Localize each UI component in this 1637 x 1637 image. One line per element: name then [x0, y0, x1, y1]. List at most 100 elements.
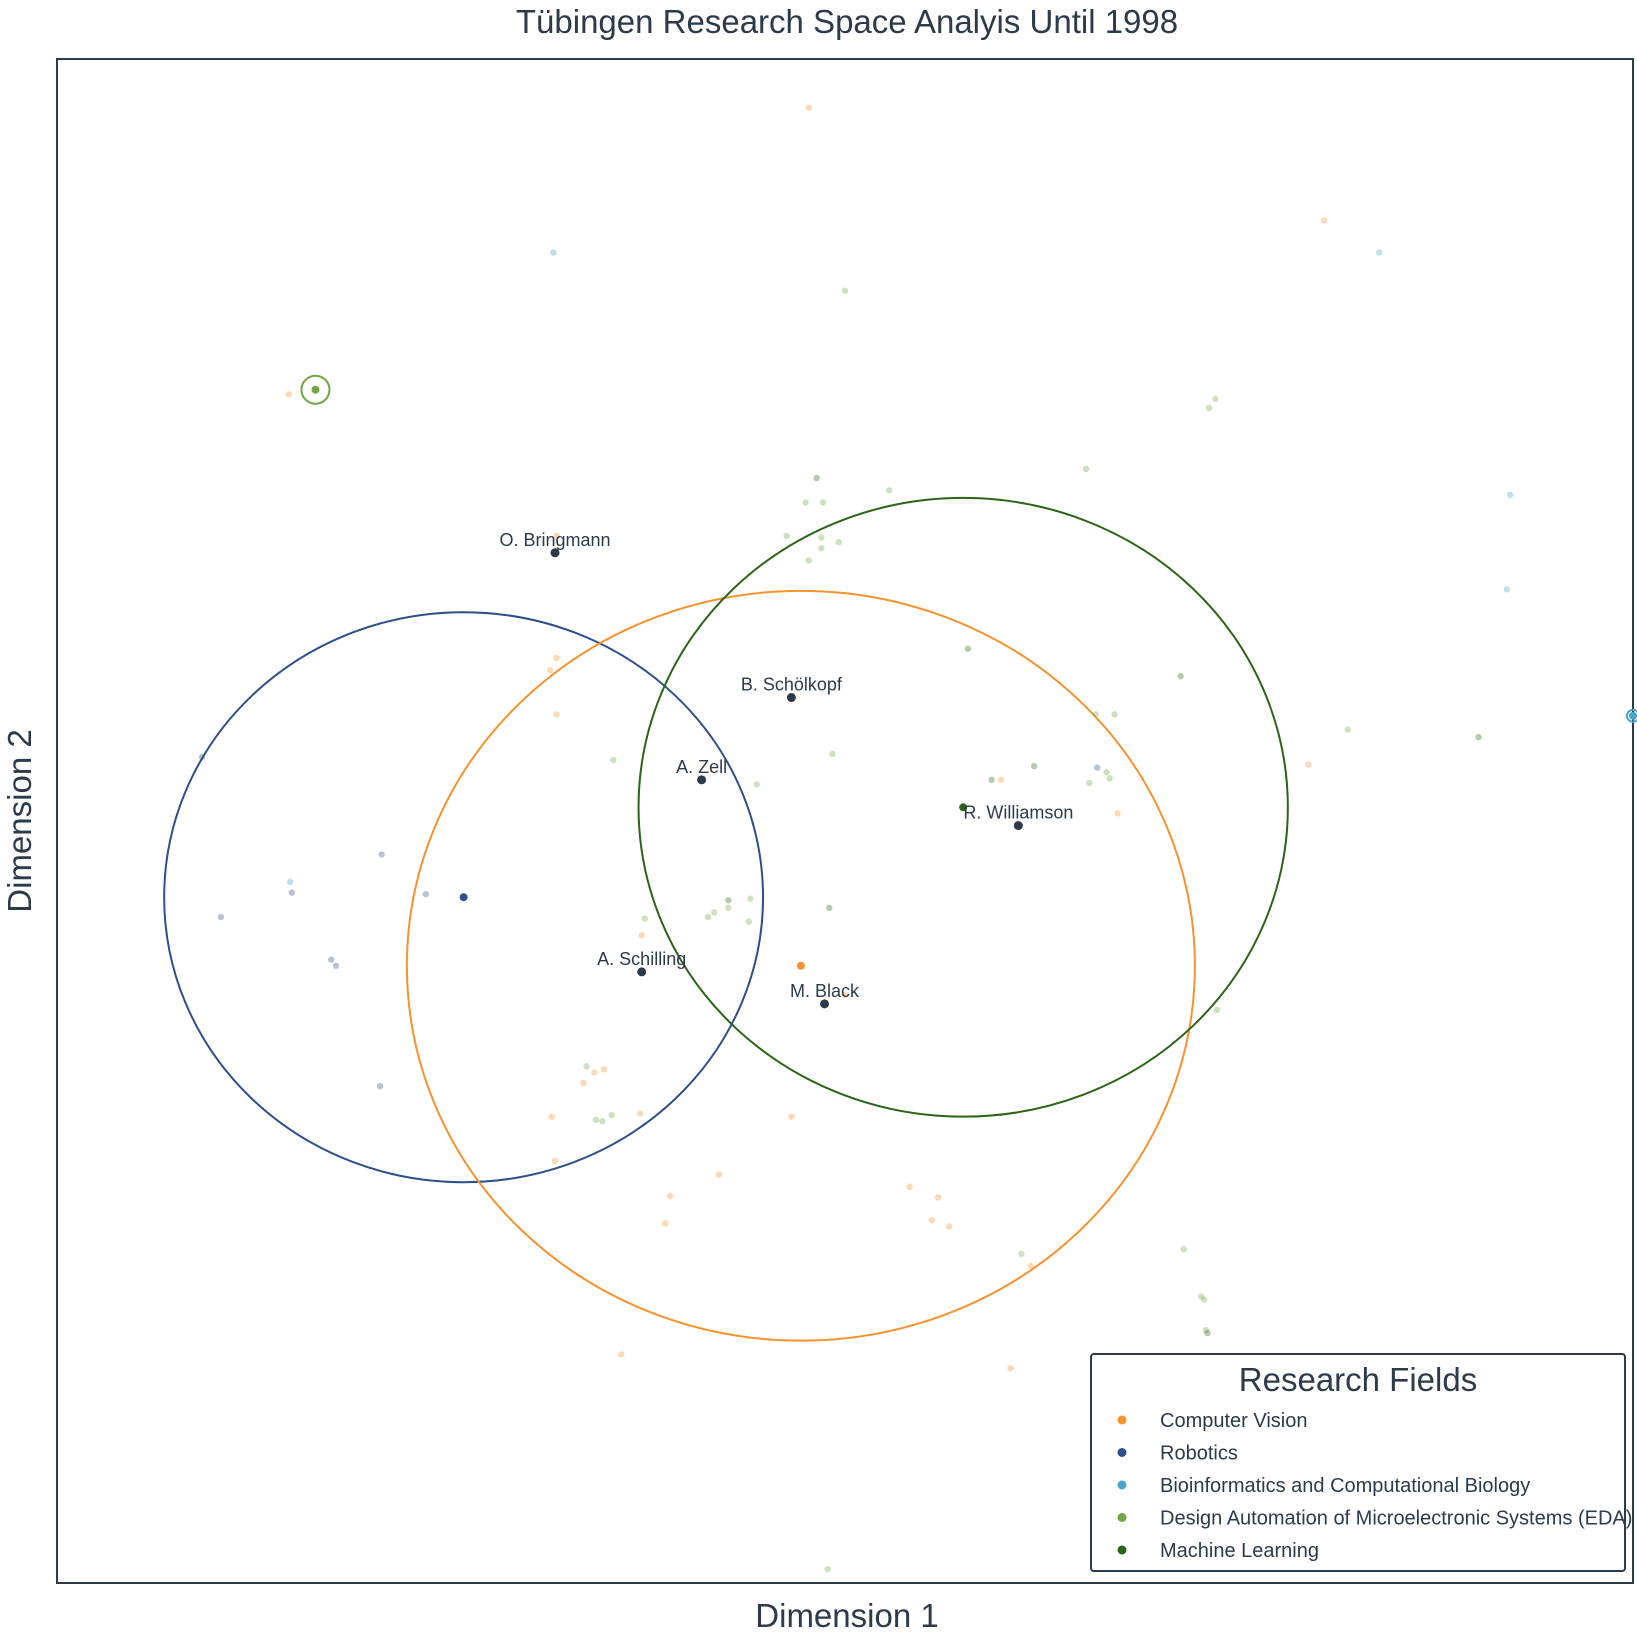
- data-point: [608, 1111, 615, 1119]
- data-point: [906, 1183, 913, 1190]
- data-point: [378, 851, 385, 858]
- data-point: [1201, 1296, 1208, 1303]
- data-point: [1093, 764, 1101, 771]
- person-label: O. Bringmann: [499, 530, 610, 550]
- data-point: [550, 249, 557, 256]
- data-point: [1007, 1364, 1014, 1372]
- person-marker: [1013, 821, 1023, 831]
- legend-label-design-automation-of-microelectronic-systems-eda: Design Automation of Microelectronic Sys…: [1160, 1508, 1632, 1530]
- region-robotics: [163, 611, 765, 1184]
- data-point: [332, 962, 340, 969]
- data-point: [638, 932, 645, 939]
- person-marker: [550, 548, 560, 558]
- data-point: [376, 1082, 384, 1090]
- legend-label-bioinformatics-and-computational-biology: Bioinformatics and Computational Biology: [1160, 1475, 1530, 1497]
- data-point: [964, 645, 972, 652]
- legend-marker-machine-learning: [1117, 1545, 1127, 1555]
- centroid-bioinformatics-and-computational-biology: [1629, 711, 1637, 720]
- data-point: [783, 532, 790, 540]
- region-machine-learning: [637, 496, 1289, 1118]
- centroid-ring-design-automation-of-microelectronic-systems-eda: [300, 374, 331, 405]
- person-label: M. Black: [790, 981, 860, 1001]
- person-label: R. Williamson: [963, 803, 1073, 823]
- data-point: [745, 918, 753, 925]
- centroid-computer-vision: [796, 961, 805, 970]
- data-point: [1114, 810, 1121, 817]
- data-point: [610, 756, 617, 764]
- data-point: [835, 538, 842, 546]
- data-point: [1202, 1326, 1210, 1334]
- centroid-robotics: [459, 893, 468, 902]
- data-point: [1177, 673, 1184, 680]
- data-point: [826, 904, 833, 912]
- x-axis-label: Dimension 1: [755, 1597, 938, 1634]
- data-point: [548, 1113, 556, 1120]
- person-marker: [697, 775, 707, 785]
- data-point: [1086, 779, 1093, 787]
- plot-frame: [56, 58, 1634, 1584]
- data-point: [1092, 711, 1099, 718]
- data-point: [1320, 217, 1328, 224]
- legend-entries: Computer Vision Robotics Bioinformatics an…: [1117, 1410, 1632, 1562]
- data-point: [753, 781, 760, 788]
- person-label: A. Zell: [676, 757, 727, 777]
- data-point: [288, 889, 296, 896]
- data-point: [1205, 404, 1213, 412]
- chart-title: Tübingen Research Space Analyis Until 19…: [516, 3, 1178, 40]
- data-point: [285, 391, 292, 398]
- data-point: [805, 557, 812, 564]
- data-point: [217, 913, 225, 921]
- data-point: [1082, 465, 1090, 473]
- data-point: [802, 499, 809, 506]
- data-point: [1475, 733, 1482, 741]
- data-point: [1027, 1262, 1035, 1270]
- data-point: [1111, 711, 1118, 718]
- people-markers: O. Bringmann B. Schölkopf A. Zell R. Willia…: [499, 530, 1073, 1009]
- data-point: [551, 1157, 559, 1165]
- data-point: [818, 534, 825, 541]
- data-point: [328, 956, 335, 963]
- legend-title: Research Fields: [1239, 1361, 1477, 1398]
- data-point: [1503, 586, 1511, 593]
- data-point: [1103, 769, 1110, 776]
- data-point: [422, 890, 429, 898]
- centroid-ring-bioinformatics-and-computational-biology: [1626, 708, 1637, 723]
- data-point: [885, 487, 893, 494]
- data-point: [945, 1223, 953, 1230]
- data-point: [841, 991, 849, 998]
- centroid-machine-learning: [959, 803, 968, 812]
- y-axis-label: Dimension 2: [1, 729, 38, 912]
- legend-marker-computer-vision: [1117, 1415, 1127, 1425]
- data-point: [747, 895, 754, 902]
- person-label: A. Schilling: [597, 949, 686, 969]
- data-point: [662, 1220, 669, 1227]
- data-point: [725, 897, 732, 904]
- data-point: [553, 654, 560, 662]
- person-marker: [786, 693, 796, 703]
- data-point: [715, 1171, 723, 1178]
- data-point: [553, 711, 560, 718]
- data-point: [666, 1192, 674, 1200]
- person-label: B. Schölkopf: [741, 675, 843, 695]
- legend-marker-bioinformatics-and-computational-biology: [1117, 1480, 1127, 1490]
- data-point: [824, 1566, 831, 1573]
- legend-box: [1090, 1353, 1626, 1572]
- data-point: [553, 532, 560, 540]
- data-point: [819, 499, 827, 506]
- data-point: [641, 915, 649, 922]
- data-point: [547, 666, 554, 674]
- centroid-design-automation-of-microelectronic-systems-eda: [311, 385, 320, 394]
- legend: Research Fields Computer Vision Robotics B…: [1090, 1353, 1632, 1572]
- data-point: [636, 1110, 644, 1117]
- data-point: [591, 1069, 598, 1076]
- legend-label-robotics: Robotics: [1160, 1443, 1238, 1465]
- data-point: [818, 545, 825, 552]
- data-point: [725, 904, 732, 912]
- legend-label-machine-learning: Machine Learning: [1160, 1540, 1319, 1562]
- person-marker: [820, 999, 830, 1009]
- data-point: [710, 909, 718, 916]
- data-point: [1180, 1246, 1188, 1253]
- data-point: [618, 1351, 625, 1358]
- data-point: [997, 776, 1005, 784]
